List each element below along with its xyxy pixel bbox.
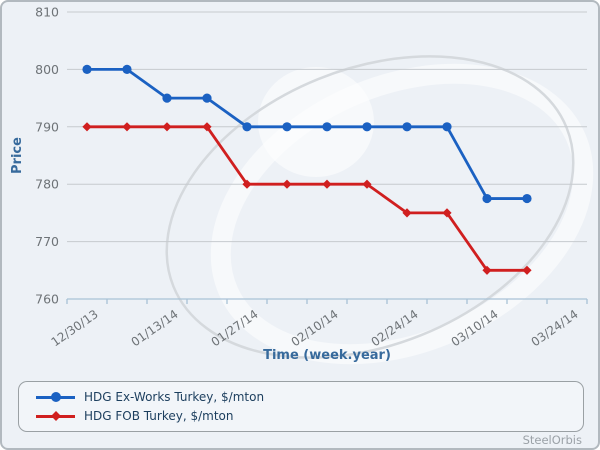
legend-item-exworks: HDG Ex-Works Turkey, $/mton	[36, 389, 583, 405]
exworks-line-sample	[36, 392, 75, 402]
legend-label-exworks: HDG Ex-Works Turkey, $/mton	[84, 390, 265, 404]
svg-text:800: 800	[35, 62, 59, 77]
svg-text:770: 770	[35, 234, 59, 249]
legend-item-fob: HDG FOB Turkey, $/mton	[36, 408, 583, 424]
svg-text:01/13/14: 01/13/14	[129, 307, 181, 349]
svg-text:810: 810	[35, 5, 59, 20]
legend-label-fob: HDG FOB Turkey, $/mton	[84, 409, 234, 423]
chart-legend: HDG Ex-Works Turkey, $/mton HDG FOB Turk…	[18, 381, 584, 432]
diamond-marker-icon	[50, 411, 61, 421]
svg-text:790: 790	[35, 119, 59, 134]
steelorbis-watermark: SteelOrbis	[522, 433, 582, 447]
circle-marker-icon	[50, 392, 61, 402]
svg-text:Price: Price	[10, 137, 25, 174]
svg-text:Time (week.year): Time (week.year)	[263, 348, 391, 363]
svg-text:03/24/14: 03/24/14	[529, 307, 581, 349]
svg-text:780: 780	[35, 177, 59, 192]
svg-text:12/30/13: 12/30/13	[49, 307, 101, 349]
fob-line-sample	[36, 411, 75, 421]
svg-text:760: 760	[35, 292, 59, 307]
